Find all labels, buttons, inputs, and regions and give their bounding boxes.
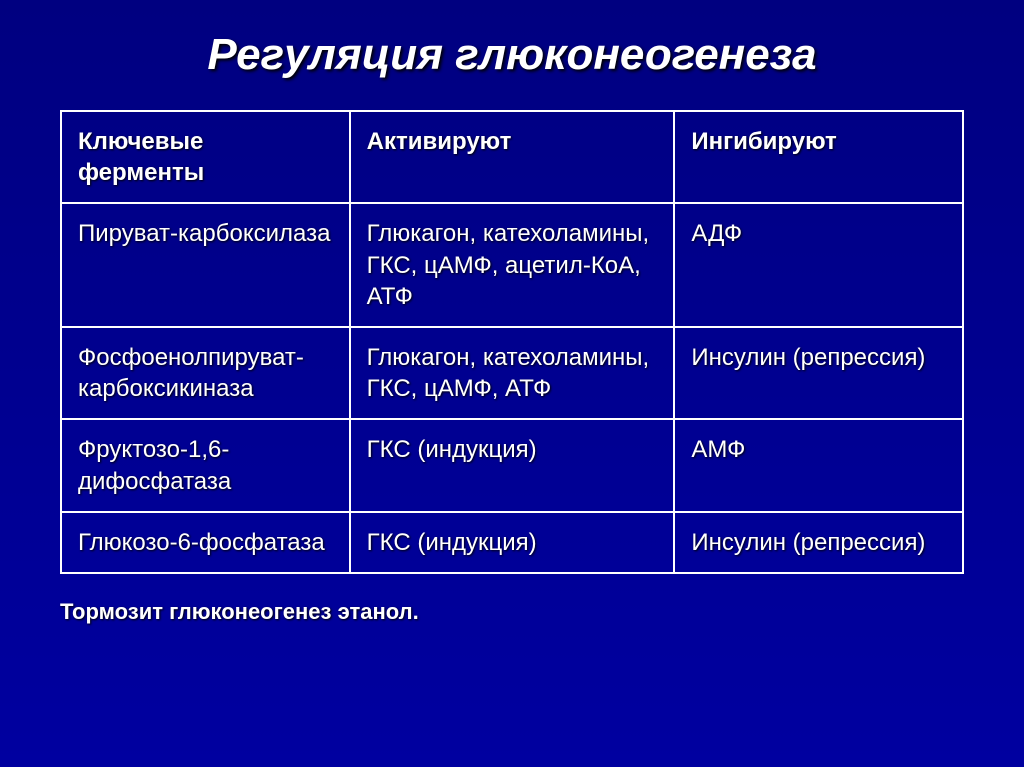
table-header-row: Ключевые ферменты Активируют Ингибируют xyxy=(61,111,963,203)
cell-inhibit: АДФ xyxy=(674,203,963,327)
table-row: Глюкозо-6-фосфатаза ГКС (индукция) Инсул… xyxy=(61,512,963,573)
cell-activate: Глюкагон, катехоламины, ГКС, цАМФ, АТФ xyxy=(350,327,675,419)
regulation-table: Ключевые ферменты Активируют Ингибируют … xyxy=(60,110,964,574)
cell-inhibit: Инсулин (репрессия) xyxy=(674,327,963,419)
table-row: Фруктозо-1,6-дифосфатаза ГКС (индукция) … xyxy=(61,419,963,511)
header-activate: Активируют xyxy=(350,111,675,203)
cell-enzyme: Пируват-карбоксилаза xyxy=(61,203,350,327)
cell-activate: Глюкагон, катехоламины, ГКС, цАМФ, ацети… xyxy=(350,203,675,327)
table-row: Пируват-карбоксилаза Глюкагон, катехолам… xyxy=(61,203,963,327)
cell-activate: ГКС (индукция) xyxy=(350,512,675,573)
slide-title: Регуляция глюконеогенеза xyxy=(60,30,964,80)
cell-enzyme: Фосфоенолпируват-карбоксикиназа xyxy=(61,327,350,419)
table-row: Фосфоенолпируват-карбоксикиназа Глюкагон… xyxy=(61,327,963,419)
header-inhibit: Ингибируют xyxy=(674,111,963,203)
cell-activate: ГКС (индукция) xyxy=(350,419,675,511)
cell-inhibit: Инсулин (репрессия) xyxy=(674,512,963,573)
slide-container: Регуляция глюконеогенеза Ключевые фермен… xyxy=(0,0,1024,767)
footnote-text: Тормозит глюконеогенез этанол. xyxy=(60,599,964,625)
header-enzyme: Ключевые ферменты xyxy=(61,111,350,203)
cell-enzyme: Глюкозо-6-фосфатаза xyxy=(61,512,350,573)
cell-inhibit: АМФ xyxy=(674,419,963,511)
cell-enzyme: Фруктозо-1,6-дифосфатаза xyxy=(61,419,350,511)
